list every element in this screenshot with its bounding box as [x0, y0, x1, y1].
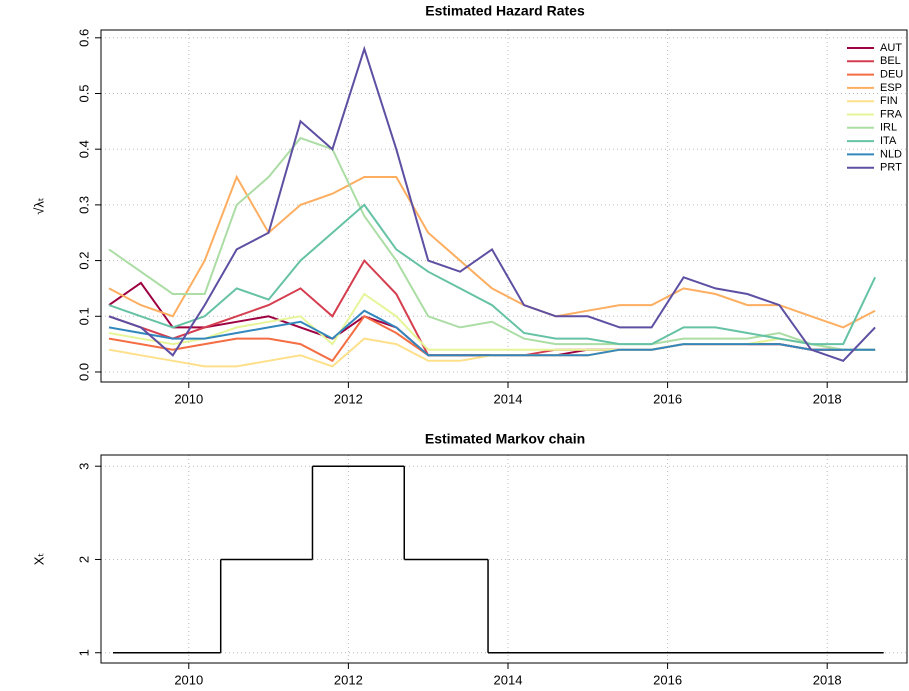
x-tick-label: 2014 [494, 391, 523, 406]
step-end [882, 651, 884, 654]
legend-label: PRT [880, 162, 902, 174]
x-tick-label: 2016 [653, 391, 682, 406]
series-line [108, 309, 876, 357]
x-tick-label: 2012 [334, 672, 363, 687]
series-line [108, 315, 876, 363]
legend-label: ITA [880, 135, 897, 147]
legend-label: DEU [880, 69, 903, 81]
legend-label: ESP [880, 82, 902, 94]
legend-label: FIN [880, 95, 898, 107]
x-tick-label: 2018 [813, 672, 842, 687]
y-tick-label: 0.1 [76, 307, 91, 325]
x-tick-label: 2010 [174, 391, 203, 406]
y-tick-label: 0.6 [76, 29, 91, 47]
series-line [108, 174, 876, 329]
y-tick-label: 0.4 [76, 140, 91, 158]
y-tick-label: 0.2 [76, 252, 91, 270]
series-line [108, 45, 876, 362]
plot-frame [100, 29, 908, 383]
y-tick-label: 2 [76, 556, 91, 563]
x-tick-label: 2014 [494, 672, 523, 687]
y-axis-label: √λₜ [31, 197, 46, 215]
legend-label: AUT [880, 42, 902, 54]
series-line [108, 203, 877, 346]
x-tick-label: 2010 [174, 672, 203, 687]
legend-label: NLD [880, 148, 902, 160]
x-tick-label: 2012 [334, 391, 363, 406]
plot-frame [100, 454, 908, 664]
x-tick-label: 2016 [653, 672, 682, 687]
y-tick-label: 0.0 [76, 363, 91, 381]
y-tick-label: 0.5 [76, 84, 91, 102]
legend-label: IRL [880, 122, 897, 134]
chart-title: Estimated Markov chain [425, 431, 585, 447]
x-tick-label: 2018 [813, 391, 842, 406]
chart-title: Estimated Hazard Rates [425, 3, 585, 19]
y-tick-label: 1 [76, 649, 91, 656]
series-line [108, 136, 876, 351]
legend-label: FRA [880, 108, 903, 120]
y-axis-label: Xₜ [31, 553, 46, 566]
y-tick-label: 0.3 [76, 196, 91, 214]
legend-label: BEL [880, 55, 901, 67]
y-tick-label: 3 [76, 463, 91, 470]
